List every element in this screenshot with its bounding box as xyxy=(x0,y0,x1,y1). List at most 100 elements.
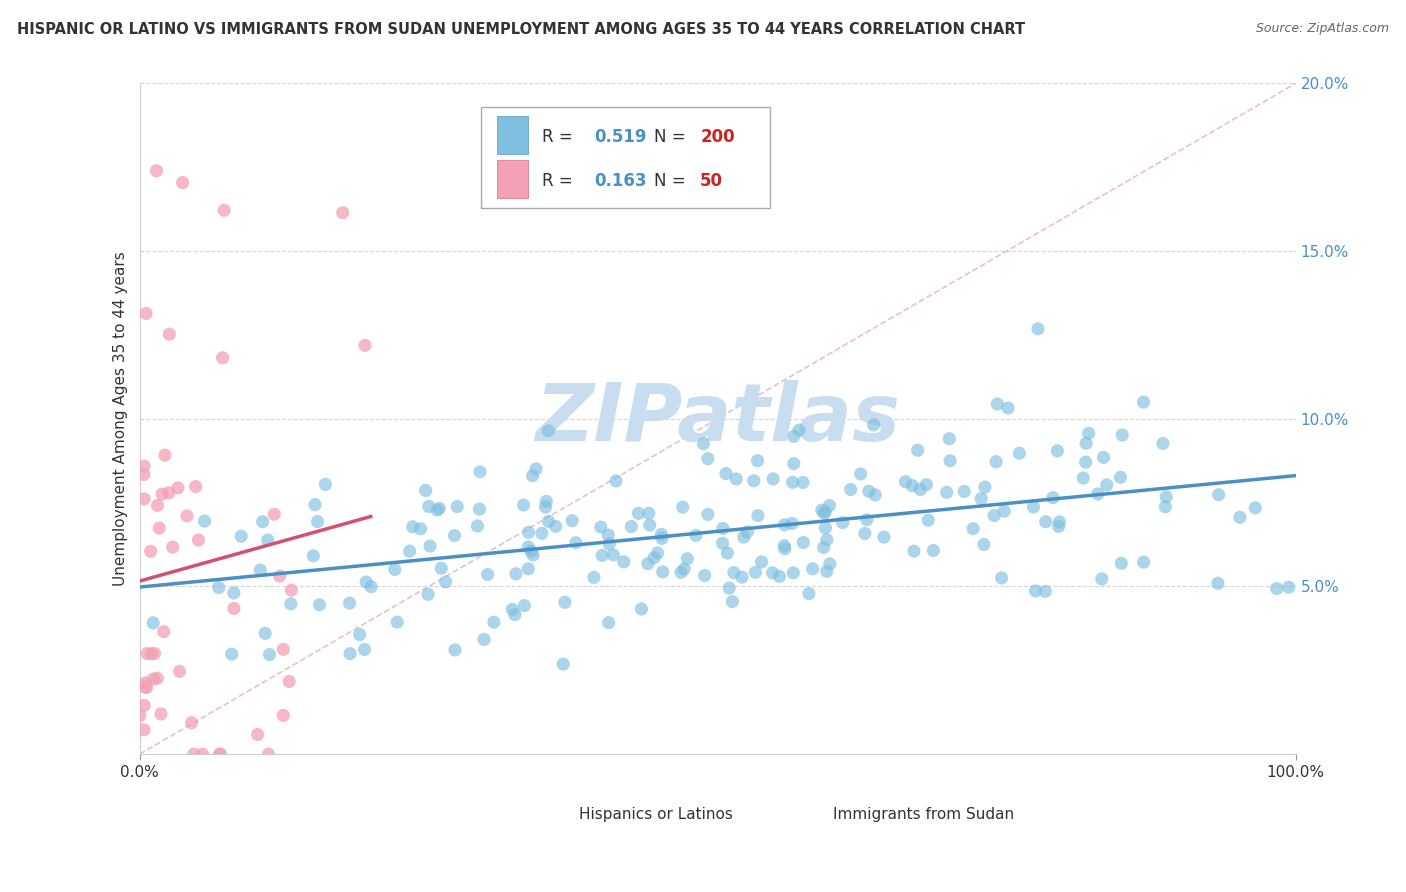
Point xyxy=(512,498,534,512)
Point xyxy=(856,513,879,527)
Point xyxy=(1022,500,1045,514)
Point xyxy=(1111,556,1133,570)
FancyBboxPatch shape xyxy=(792,800,823,832)
Point xyxy=(1076,436,1098,450)
Point xyxy=(169,665,191,679)
Point xyxy=(1008,446,1031,460)
Point xyxy=(503,607,526,622)
Point xyxy=(269,569,291,583)
Point xyxy=(672,500,695,515)
Point xyxy=(314,477,336,491)
Point xyxy=(696,451,718,466)
Point xyxy=(1074,455,1097,469)
Point xyxy=(647,546,669,560)
Point xyxy=(554,595,576,609)
Point xyxy=(446,500,468,514)
Point xyxy=(134,491,156,506)
Point xyxy=(134,698,156,713)
Point xyxy=(849,467,872,481)
Point xyxy=(962,522,984,536)
Point xyxy=(873,530,896,544)
Point xyxy=(797,587,820,601)
Point xyxy=(418,500,440,514)
Point xyxy=(737,524,759,539)
Point xyxy=(208,747,231,761)
Point xyxy=(302,549,325,563)
Point xyxy=(139,544,162,558)
Point xyxy=(742,474,765,488)
Point xyxy=(782,566,804,580)
Point xyxy=(132,723,155,737)
Point xyxy=(1077,426,1099,441)
Point xyxy=(183,747,205,761)
Point xyxy=(172,176,194,190)
Point xyxy=(136,647,159,661)
Point xyxy=(853,526,876,541)
Point xyxy=(145,164,167,178)
Point xyxy=(787,423,810,437)
Point xyxy=(434,574,457,589)
Point xyxy=(761,566,783,580)
Point xyxy=(725,472,748,486)
Point xyxy=(263,507,285,521)
Point xyxy=(815,565,838,579)
Point xyxy=(146,671,169,685)
Point xyxy=(637,557,659,571)
Point xyxy=(1152,436,1174,450)
Point xyxy=(582,570,605,584)
Point xyxy=(517,540,540,554)
Point xyxy=(814,521,837,535)
FancyBboxPatch shape xyxy=(537,800,568,832)
Point xyxy=(167,481,190,495)
Text: N =: N = xyxy=(654,171,690,190)
Point xyxy=(249,563,271,577)
Point xyxy=(792,475,814,490)
Point xyxy=(419,539,441,553)
Point xyxy=(1047,519,1070,533)
Point xyxy=(723,566,745,580)
Text: Hispanics or Latinos: Hispanics or Latinos xyxy=(579,807,733,822)
Point xyxy=(1206,576,1229,591)
Point xyxy=(953,484,976,499)
Point xyxy=(402,520,425,534)
Point xyxy=(501,602,523,616)
Point xyxy=(561,514,583,528)
Point xyxy=(257,747,280,761)
Text: R =: R = xyxy=(541,128,578,145)
Point xyxy=(813,506,835,520)
Point xyxy=(711,521,734,535)
Point xyxy=(676,551,699,566)
Point xyxy=(553,657,575,672)
Point xyxy=(598,537,620,551)
Point xyxy=(973,537,995,551)
Point xyxy=(1024,583,1046,598)
Point xyxy=(839,483,862,497)
Point xyxy=(638,518,661,533)
Point xyxy=(721,594,744,608)
Point xyxy=(747,453,769,467)
Point xyxy=(831,516,853,530)
Point xyxy=(782,475,804,490)
Point xyxy=(935,485,957,500)
Point xyxy=(522,548,544,562)
Point xyxy=(811,503,834,517)
Point xyxy=(536,494,558,508)
Point xyxy=(613,555,636,569)
Point xyxy=(208,581,231,595)
Point xyxy=(650,527,672,541)
Point xyxy=(187,533,209,547)
Point xyxy=(718,581,741,595)
Point xyxy=(534,500,557,514)
Point xyxy=(1109,470,1132,484)
Point xyxy=(773,539,796,553)
Point xyxy=(714,467,737,481)
Point xyxy=(134,680,156,694)
Point xyxy=(522,468,544,483)
Point xyxy=(416,587,439,601)
Point xyxy=(256,533,278,547)
Point xyxy=(620,519,643,533)
Point xyxy=(141,647,163,661)
Point xyxy=(1265,582,1288,596)
Point xyxy=(643,550,665,565)
Point xyxy=(135,306,157,320)
